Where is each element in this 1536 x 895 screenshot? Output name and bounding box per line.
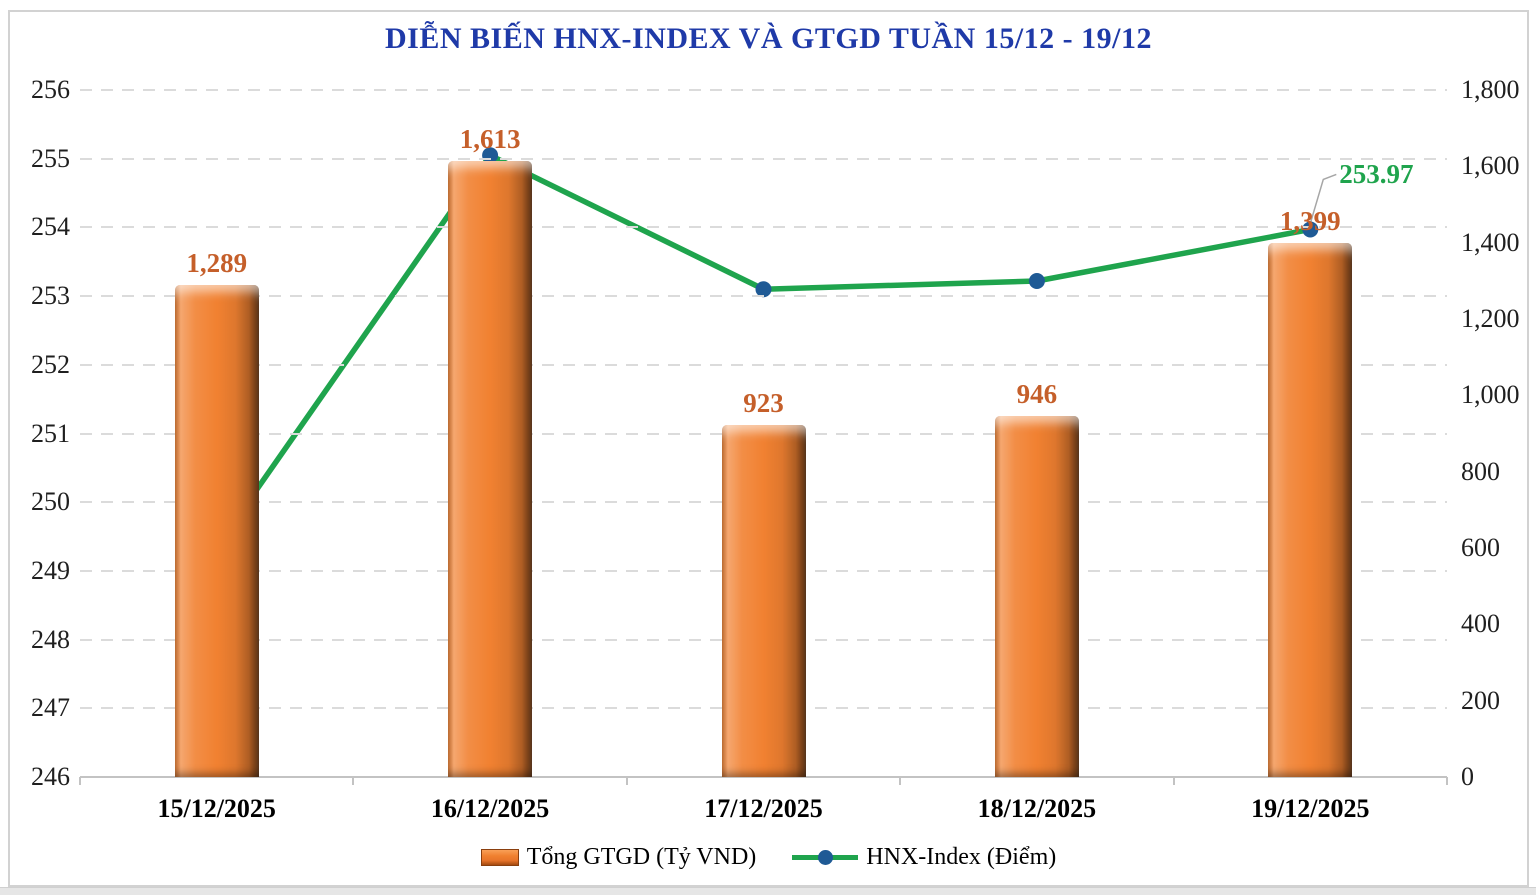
gridline bbox=[80, 157, 1447, 160]
right-axis-tick-label: 1,000 bbox=[1461, 380, 1520, 410]
gridline bbox=[80, 89, 1447, 91]
gtgd-bar bbox=[994, 415, 1079, 777]
hnx-index-marker bbox=[1028, 272, 1045, 289]
right-axis-tick-label: 0 bbox=[1461, 762, 1474, 791]
x-axis-tick bbox=[79, 777, 81, 785]
blue-marker-dot-icon bbox=[818, 850, 834, 865]
legend-label-gtgd: Tổng GTGD (Tỷ VND) bbox=[526, 844, 757, 870]
page-bottom-strip bbox=[0, 887, 1536, 895]
green-line-swatch-icon bbox=[792, 850, 859, 865]
gtgd-bar bbox=[1268, 243, 1353, 777]
right-axis-tick-label: 1,800 bbox=[1461, 75, 1520, 104]
left-axis-tick-label: 246 bbox=[31, 762, 70, 791]
legend-item-hnx-index: HNX-Index (Điểm) bbox=[792, 844, 1056, 871]
bar-value-label: 1,289 bbox=[186, 248, 248, 279]
left-axis-tick-label: 254 bbox=[31, 212, 70, 242]
orange-bar-swatch-icon bbox=[480, 849, 519, 866]
right-axis-tick-label: 800 bbox=[1461, 456, 1500, 486]
gtgd-bar bbox=[448, 161, 533, 777]
right-axis-tick-label: 1,600 bbox=[1461, 151, 1520, 181]
x-axis-label: 18/12/2025 bbox=[977, 794, 1097, 823]
left-axis-tick-label: 256 bbox=[31, 75, 70, 104]
gtgd-bar bbox=[721, 424, 806, 777]
bar-value-label: 946 bbox=[1016, 378, 1058, 409]
right-axis-tick-label: 600 bbox=[1461, 533, 1500, 562]
gridline bbox=[80, 226, 1447, 229]
gridline bbox=[80, 363, 1447, 366]
left-axis-tick-label: 253 bbox=[31, 281, 70, 311]
last-point-annotation: 253.97 bbox=[1339, 159, 1414, 190]
x-axis-label: 17/12/2025 bbox=[704, 794, 823, 823]
x-axis-tick bbox=[1446, 777, 1448, 785]
x-axis-line bbox=[80, 776, 1447, 778]
gtgd-bar bbox=[174, 285, 259, 777]
left-axis-tick-label: 247 bbox=[31, 693, 70, 723]
bar-value-label: 923 bbox=[743, 387, 784, 418]
right-axis-tick-label: 400 bbox=[1461, 609, 1500, 639]
bar-value-label: 1,613 bbox=[459, 124, 521, 155]
chart-title: DIỄN BIẾN HNX-INDEX VÀ GTGD TUẦN 15/12 -… bbox=[385, 22, 1152, 55]
x-axis-label: 15/12/2025 bbox=[157, 794, 276, 823]
left-axis-tick-label: 251 bbox=[31, 418, 70, 448]
right-axis-tick-label: 1,400 bbox=[1461, 227, 1520, 257]
left-axis-tick-label: 250 bbox=[31, 487, 70, 517]
left-axis-tick-label: 252 bbox=[31, 349, 70, 379]
legend-item-gtgd: Tổng GTGD (Tỷ VND) bbox=[480, 844, 757, 871]
gridline bbox=[80, 295, 1447, 298]
plot-area: 253.97 15/12/2025 16/12/2025 17/12/2025 18/… bbox=[79, 89, 1448, 823]
bar-value-label: 1,399 bbox=[1279, 206, 1341, 237]
left-axis-tick-label: 255 bbox=[31, 143, 70, 173]
chart-legend: Tổng GTGD (Tỷ VND) HNX-Index (Điểm) bbox=[10, 844, 1527, 871]
x-axis-tick bbox=[352, 777, 355, 785]
x-axis-tick bbox=[1172, 777, 1175, 785]
left-axis-tick-label: 249 bbox=[31, 555, 70, 585]
legend-label-hnx-index: HNX-Index (Điểm) bbox=[866, 844, 1057, 870]
x-axis-label: 16/12/2025 bbox=[430, 794, 550, 823]
x-axis-tick bbox=[625, 777, 628, 785]
chart-frame: DIỄN BIẾN HNX-INDEX VÀ GTGD TUẦN 15/12 -… bbox=[8, 10, 1529, 887]
left-axis-tick-label: 248 bbox=[31, 624, 70, 654]
right-axis-tick-label: 200 bbox=[1461, 685, 1500, 715]
right-axis-tick-label: 1,200 bbox=[1461, 304, 1520, 333]
x-axis-tick bbox=[899, 777, 902, 785]
x-axis-label: 19/12/2025 bbox=[1251, 794, 1370, 823]
